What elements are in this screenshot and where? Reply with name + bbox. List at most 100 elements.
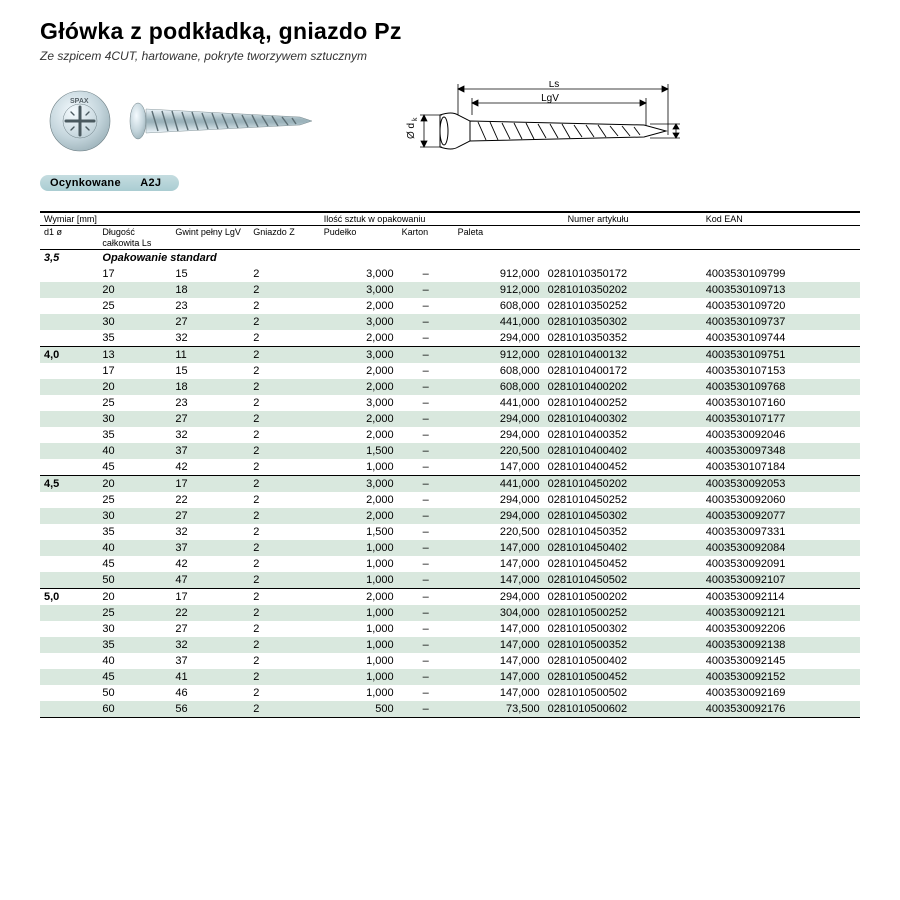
table-row: 252322,000–608,0000281010350252400353010…	[40, 298, 860, 314]
cell-karton: –	[398, 556, 454, 572]
cell-ls: 25	[98, 605, 171, 621]
cell-article: 0281010450352	[544, 524, 702, 540]
cell-z: 2	[249, 330, 320, 347]
cell-lgv: 15	[171, 266, 249, 282]
cell-lgv: 32	[171, 330, 249, 347]
cell-article: 0281010450452	[544, 556, 702, 572]
cell-ls: 30	[98, 508, 171, 524]
subtitle-rest: hartowane, pokryte tworzywem sztucznym	[138, 49, 367, 63]
table-row: 60562500–73,5000281010500602400353009217…	[40, 701, 860, 718]
cell-karton: –	[398, 347, 454, 364]
cell-article: 0281010450252	[544, 492, 702, 508]
cell-d1	[40, 572, 98, 589]
cell-z: 2	[249, 540, 320, 556]
table-row: 302721,000–147,0000281010500302400353009…	[40, 621, 860, 637]
cell-karton: –	[398, 540, 454, 556]
cell-pudelko: 3,000	[320, 347, 398, 364]
table-row: 171522,000–608,0000281010400172400353010…	[40, 363, 860, 379]
cell-ean: 4003530092169	[702, 685, 860, 701]
cell-lgv: 46	[171, 685, 249, 701]
cell-paleta: 147,000	[454, 685, 544, 701]
cell-paleta: 147,000	[454, 556, 544, 572]
cell-lgv: 15	[171, 363, 249, 379]
cell-karton: –	[398, 314, 454, 330]
cell-ls: 13	[98, 347, 171, 364]
cell-article: 0281010500502	[544, 685, 702, 701]
cell-z: 2	[249, 637, 320, 653]
cell-pudelko: 500	[320, 701, 398, 718]
cell-ean: 4003530109799	[702, 266, 860, 282]
cell-pudelko: 1,000	[320, 685, 398, 701]
cell-karton: –	[398, 282, 454, 298]
cell-karton: –	[398, 605, 454, 621]
cell-pudelko: 2,000	[320, 363, 398, 379]
cell-lgv: 47	[171, 572, 249, 589]
cell-d1	[40, 605, 98, 621]
cell-paleta: 441,000	[454, 476, 544, 493]
table-row: 5,0201722,000–294,0000281010500202400353…	[40, 589, 860, 606]
cell-pudelko: 1,500	[320, 443, 398, 459]
cell-paleta: 294,000	[454, 589, 544, 606]
cell-z: 2	[249, 653, 320, 669]
label-ls: Ls	[549, 81, 560, 90]
cell-z: 2	[249, 443, 320, 459]
table-row: 302722,000–294,0000281010450302400353009…	[40, 508, 860, 524]
cell-pudelko: 3,000	[320, 314, 398, 330]
table-row: 403721,000–147,0000281010500402400353009…	[40, 653, 860, 669]
cell-lgv: 27	[171, 621, 249, 637]
cell-z: 2	[249, 589, 320, 606]
cell-z: 2	[249, 395, 320, 411]
cell-z: 2	[249, 347, 320, 364]
cell-z: 2	[249, 572, 320, 589]
cell-pudelko: 1,000	[320, 653, 398, 669]
cell-pudelko: 1,000	[320, 572, 398, 589]
cell-lgv: 32	[171, 524, 249, 540]
cell-karton: –	[398, 637, 454, 653]
cell-pudelko: 1,500	[320, 524, 398, 540]
cell-ls: 35	[98, 427, 171, 443]
cell-z: 2	[249, 427, 320, 443]
cell-ls: 20	[98, 282, 171, 298]
cell-ean: 4003530092206	[702, 621, 860, 637]
table-row: 201822,000–608,0000281010400202400353010…	[40, 379, 860, 395]
cell-paleta: 441,000	[454, 395, 544, 411]
hdr-ls: Długość całkowita Ls	[98, 226, 171, 250]
table-row: 353222,000–294,0000281010350352400353010…	[40, 330, 860, 347]
cell-d1	[40, 282, 98, 298]
cell-ean: 4003530109751	[702, 347, 860, 364]
table-row: 171523,000–912,0000281010350172400353010…	[40, 266, 860, 282]
cell-karton: –	[398, 411, 454, 427]
subtitle-prefix: Ze	[40, 49, 57, 63]
cell-ean: 4003530107153	[702, 363, 860, 379]
cell-d1	[40, 508, 98, 524]
hdr-z: Gniazdo Z	[249, 226, 320, 250]
hdr-ka: Karton	[398, 226, 454, 250]
table-row: 454221,000–147,0000281010450452400353009…	[40, 556, 860, 572]
cell-z: 2	[249, 524, 320, 540]
table-row: 252222,000–294,0000281010450252400353009…	[40, 492, 860, 508]
cell-article: 0281010350252	[544, 298, 702, 314]
table-row: 504621,000–147,0000281010500502400353009…	[40, 685, 860, 701]
cell-z: 2	[249, 669, 320, 685]
table-row: 353222,000–294,0000281010400352400353009…	[40, 427, 860, 443]
cell-article: 0281010500452	[544, 669, 702, 685]
subtitle-em: szpicem 4CUT,	[57, 49, 138, 63]
label-lgv: LgV	[541, 93, 559, 104]
cell-d1	[40, 314, 98, 330]
cell-lgv: 27	[171, 314, 249, 330]
cell-z: 2	[249, 476, 320, 493]
cell-pudelko: 2,000	[320, 330, 398, 347]
cell-paleta: 147,000	[454, 653, 544, 669]
cell-ean: 4003530109713	[702, 282, 860, 298]
cell-z: 2	[249, 363, 320, 379]
cell-d1	[40, 443, 98, 459]
cell-karton: –	[398, 379, 454, 395]
page-subtitle: Ze szpicem 4CUT, hartowane, pokryte twor…	[40, 49, 860, 63]
cell-paleta: 294,000	[454, 427, 544, 443]
cell-z: 2	[249, 621, 320, 637]
cell-article: 0281010400172	[544, 363, 702, 379]
cell-karton: –	[398, 589, 454, 606]
cell-z: 2	[249, 508, 320, 524]
cell-d1	[40, 459, 98, 476]
table-row: 252323,000–441,0000281010400252400353010…	[40, 395, 860, 411]
